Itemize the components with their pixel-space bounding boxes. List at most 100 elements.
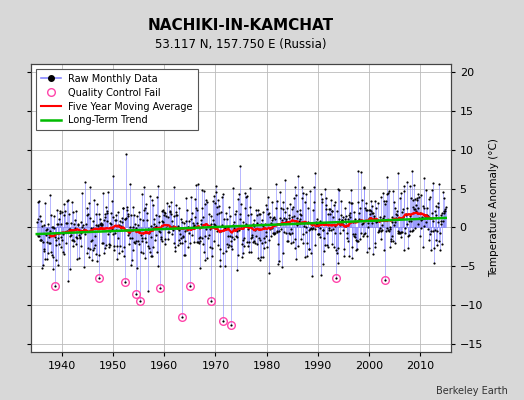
Point [66,266,74,272]
Point [52,236,61,243]
Point [310,184,318,191]
Point [422,212,431,218]
Point [429,180,438,187]
Point [66,226,74,232]
Point [144,243,152,250]
Point [38,223,46,230]
Point [81,179,89,185]
Point [311,170,320,176]
Point [394,230,402,237]
Point [48,266,57,272]
Point [143,216,151,223]
Point [407,218,415,224]
Point [402,205,411,211]
Point [435,246,444,253]
Point [245,249,254,255]
Point [162,222,171,228]
Point [58,237,67,243]
Point [361,205,369,212]
Point [271,216,279,222]
Point [270,230,278,236]
Point [203,254,211,261]
Point [376,228,385,234]
Point [385,226,394,233]
Point [48,224,56,230]
Point [86,184,94,190]
Point [405,218,413,224]
Point [243,239,251,245]
Point [237,200,245,207]
Point [415,194,423,200]
Point [295,218,303,225]
Point [301,254,309,260]
Point [336,212,345,218]
Point [248,239,257,245]
Point [222,248,230,254]
Point [396,190,405,196]
Point [226,233,234,239]
Point [135,228,144,234]
Point [179,233,188,240]
Point [100,217,108,224]
Point [244,212,252,218]
Point [125,235,134,241]
Point [77,242,85,249]
Point [254,254,263,261]
Point [367,198,375,204]
Point [417,192,425,199]
Point [388,214,397,220]
Point [90,196,99,203]
Point [36,213,44,220]
Point [112,217,120,223]
Point [388,219,396,225]
Point [268,216,277,223]
Point [94,211,103,218]
Point [424,213,432,220]
Point [271,181,280,187]
Point [285,212,293,218]
Point [234,252,242,258]
Point [200,200,209,207]
Point [69,209,78,216]
Point [305,246,313,252]
Point [138,238,146,244]
Point [159,209,168,215]
Point [356,205,364,212]
Point [228,233,236,240]
Point [431,226,439,233]
Point [419,244,427,250]
Point [258,209,267,216]
Point [118,215,127,221]
Point [98,222,106,228]
Point [266,214,275,221]
Point [166,208,174,215]
Point [116,223,125,229]
Point [427,246,435,253]
Point [79,228,88,235]
Point [432,212,441,218]
Point [302,224,310,230]
Point [82,250,91,256]
Point [236,216,244,223]
Point [214,210,223,216]
Point [293,215,302,222]
Point [273,198,281,204]
Point [400,183,409,189]
Point [104,189,112,196]
Point [239,237,247,243]
Point [392,210,400,217]
Point [78,224,86,230]
Point [343,230,351,236]
Point [330,202,339,208]
Point [105,242,114,248]
Point [150,216,158,222]
Point [97,240,106,246]
Point [53,221,61,227]
Point [385,228,394,235]
Point [50,213,58,220]
Point [184,243,192,250]
Point [278,216,286,223]
Point [289,239,297,245]
Point [130,240,139,246]
Point [164,214,172,220]
